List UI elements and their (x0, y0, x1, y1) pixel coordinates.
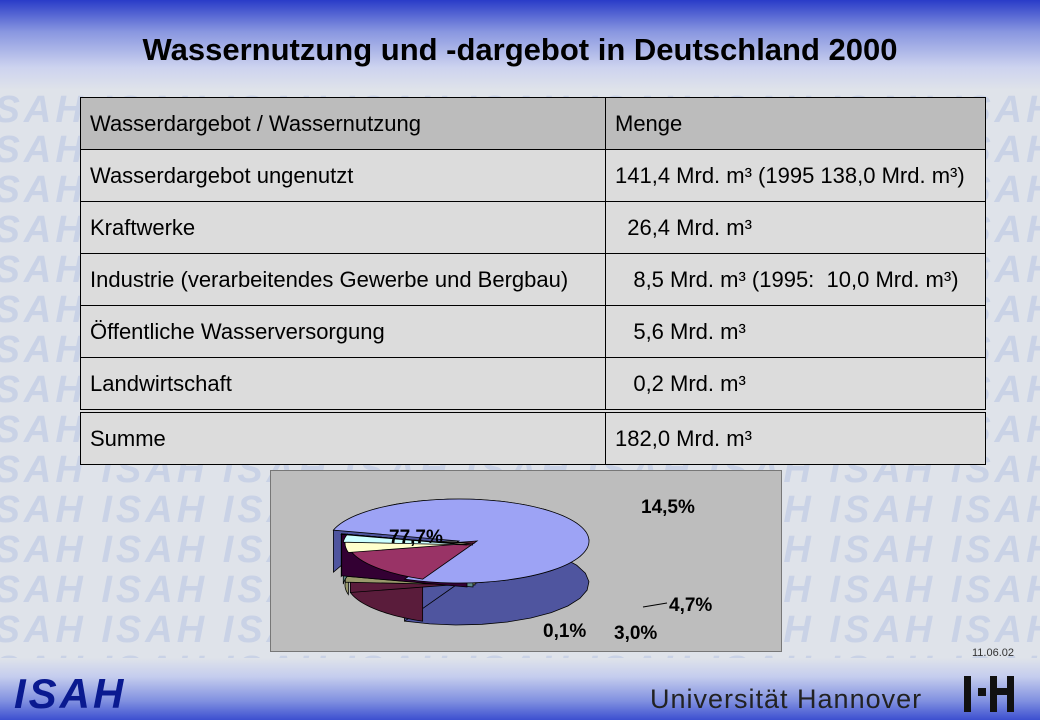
row-category: Öffentliche Wasserversorgung (80, 305, 606, 358)
water-usage-table: Wasserdargebot / Wassernutzung Menge Was… (80, 97, 986, 465)
row-amount: 5,6 Mrd. m³ (605, 305, 986, 358)
pie-data-label: 77,7% (389, 527, 443, 548)
pie-data-label: 4,7% (669, 595, 712, 616)
row-amount: 141,4 Mrd. m³ (1995 138,0 Mrd. m³) (605, 149, 986, 202)
table-row: Landwirtschaft 0,2 Mrd. m³ (80, 357, 986, 412)
pie-slice (340, 533, 468, 546)
table-row: Öffentliche Wasserversorgung 5,6 Mrd. m³ (80, 305, 986, 358)
row-amount: 26,4 Mrd. m³ (605, 201, 986, 254)
slide-title: Wassernutzung und -dargebot in Deutschla… (142, 32, 898, 67)
pie-data-label: 0,1% (543, 621, 586, 642)
header-amount: Menge (605, 97, 986, 150)
row-amount: 0,2 Mrd. m³ (605, 357, 986, 412)
pie-slice (349, 540, 479, 580)
slide-date: 11.06.02 (972, 647, 1015, 659)
university-name: Universität Hannover (650, 684, 923, 714)
table-row: Industrie (verarbeitendes Gewerbe und Be… (80, 253, 986, 306)
table-header-row: Wasserdargebot / Wassernutzung Menge (80, 97, 986, 150)
sum-amount: 182,0 Mrd. m³ (605, 409, 986, 465)
row-category: Wasserdargebot ungenutzt (80, 149, 606, 202)
isah-logo: ISAH (14, 670, 127, 717)
table-row: Kraftwerke 26,4 Mrd. m³ (80, 201, 986, 254)
pie-data-label: 14,5% (641, 497, 695, 518)
pie-chart-panel: 77,7% 14,5% 4,7% 3,0% 0,1% (270, 470, 782, 652)
pie-slice (332, 498, 590, 584)
table-row: Wasserdargebot ungenutzt 141,4 Mrd. m³ (… (80, 149, 986, 202)
row-category: Landwirtschaft (80, 357, 606, 412)
top-gradient-band (0, 0, 1040, 90)
pie-chart: 77,7% 14,5% 4,7% 3,0% 0,1% (332, 497, 712, 644)
table-sum-row: Summe 182,0 Mrd. m³ (80, 409, 986, 465)
bottom-gradient-band (0, 658, 1040, 720)
header-category: Wasserdargebot / Wassernutzung (80, 97, 606, 150)
row-amount: 8,5 Mrd. m³ (1995: 10,0 Mrd. m³) (605, 253, 986, 306)
pie-data-label: 3,0% (614, 623, 657, 644)
ifh-logo-icon (964, 676, 1014, 712)
sum-label: Summe (80, 409, 606, 465)
row-category: Industrie (verarbeitendes Gewerbe und Be… (80, 253, 606, 306)
row-category: Kraftwerke (80, 201, 606, 254)
label-leader-line (642, 602, 668, 608)
